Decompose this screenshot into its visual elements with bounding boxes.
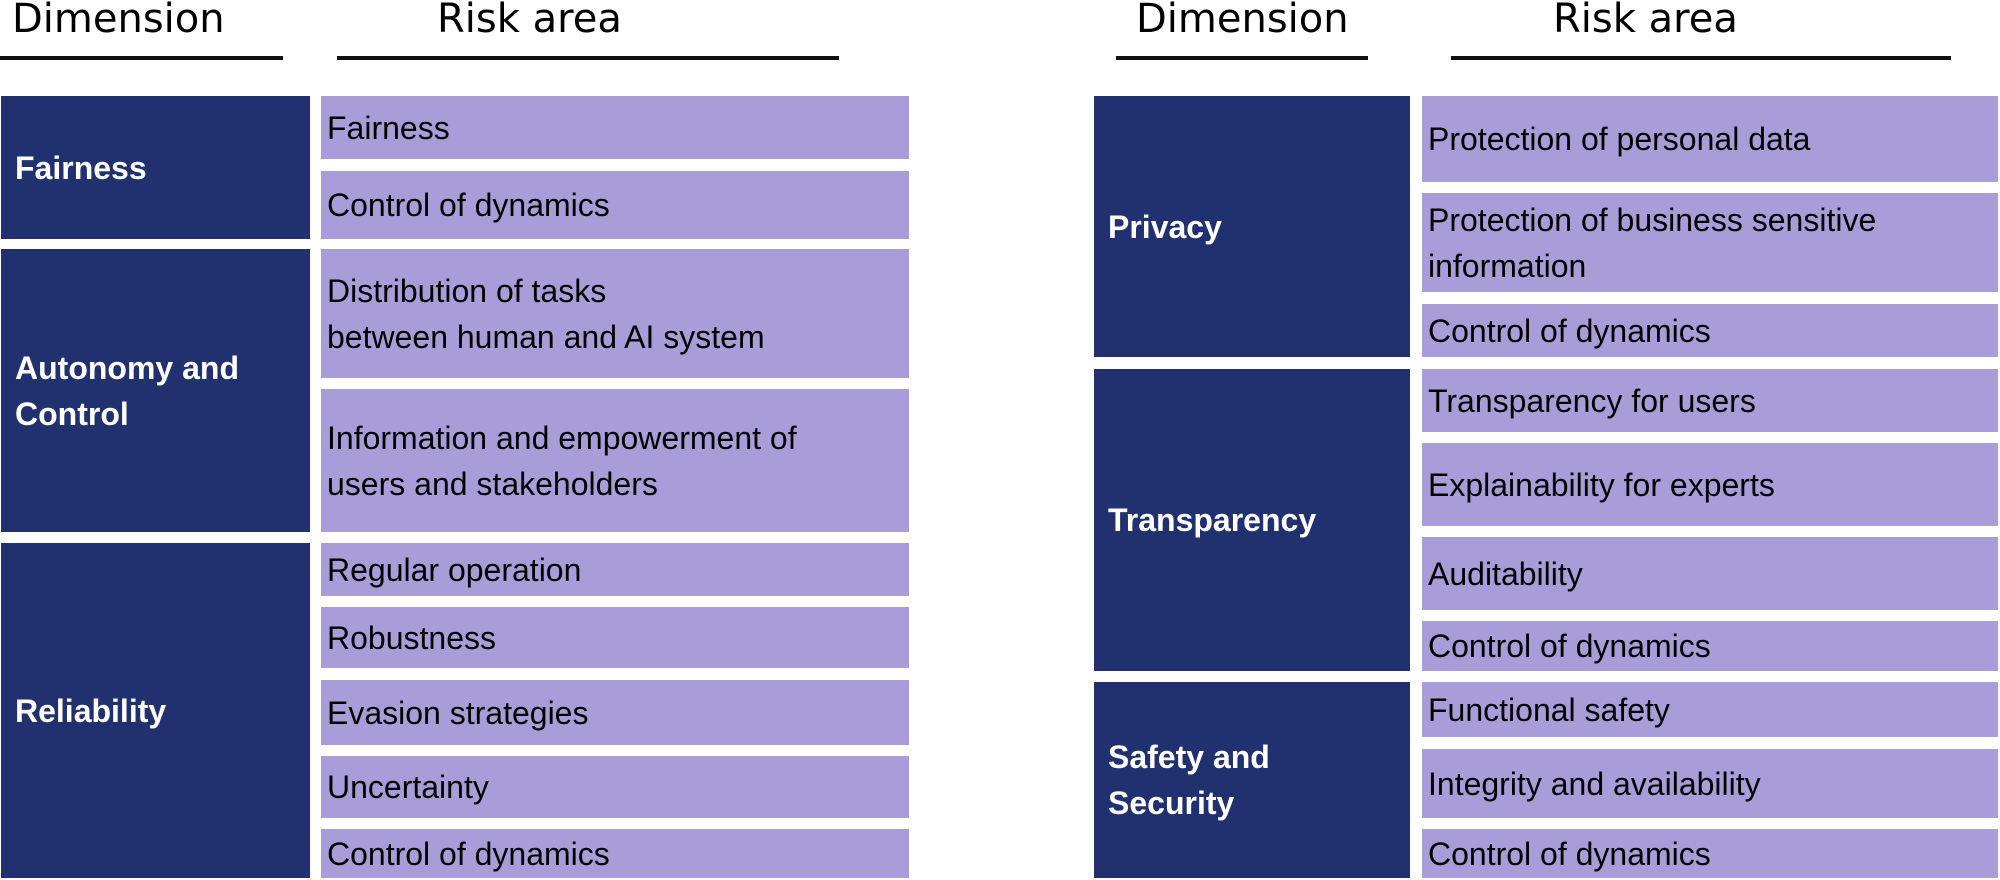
left-risk-rule	[337, 56, 839, 60]
risk-area-label: Integrity and availability	[1428, 765, 1761, 802]
risk-area-cell: Control of dynamics	[321, 171, 909, 239]
risk-area-label: Information and empowerment of users and…	[327, 419, 797, 502]
risk-area-label: Uncertainty	[327, 769, 489, 805]
risk-area-label: Explainability for experts	[1428, 466, 1775, 503]
risk-area-cell: Fairness	[321, 96, 909, 159]
risk-area-cell: Robustness	[321, 607, 909, 668]
dimension-cell: Privacy	[1094, 96, 1410, 357]
risk-area-label: Evasion strategies	[327, 694, 589, 731]
risk-area-label: Control of dynamics	[1428, 312, 1711, 349]
risk-area-label: Transparency for users	[1428, 382, 1756, 419]
risk-area-cell: Uncertainty	[321, 756, 909, 818]
risk-area-cell: Explainability for experts	[1422, 443, 1998, 526]
risk-area-label: Distribution of tasks between human and …	[327, 272, 765, 355]
risk-area-cell: Transparency for users	[1422, 369, 1998, 432]
risk-area-label: Control of dynamics	[1428, 628, 1711, 664]
risk-area-label: Protection of personal data	[1428, 121, 1811, 157]
risk-area-cell: Auditability	[1422, 537, 1998, 610]
right-risk-header: Risk area	[1553, 0, 1738, 42]
risk-area-label: Protection of business sensitive informa…	[1428, 201, 1877, 284]
dimension-label: Fairness	[15, 149, 147, 186]
risk-area-cell: Functional safety	[1422, 682, 1998, 737]
dimension-label: Safety and Security	[1108, 739, 1270, 821]
risk-area-cell: Protection of personal data	[1422, 96, 1998, 182]
dimension-label: Reliability	[15, 692, 167, 729]
dimension-cell: Transparency	[1094, 369, 1410, 671]
risk-area-label: Control of dynamics	[327, 835, 610, 872]
dimension-label: Privacy	[1108, 208, 1222, 245]
left-dimension-rule	[0, 56, 283, 60]
risk-area-label: Regular operation	[327, 551, 582, 588]
dimension-label: Transparency	[1108, 502, 1317, 538]
risk-area-cell: Control of dynamics	[1422, 621, 1998, 671]
risk-area-cell: Control of dynamics	[1422, 829, 1998, 878]
dimension-cell: Fairness	[1, 96, 310, 239]
risk-area-label: Control of dynamics	[1428, 835, 1711, 872]
left-dimension-header: Dimension	[12, 0, 225, 42]
right-dimension-header: Dimension	[1136, 0, 1349, 42]
risk-area-cell: Control of dynamics	[1422, 304, 1998, 357]
dimension-label: Autonomy and Control	[15, 349, 239, 432]
left-risk-header: Risk area	[437, 0, 622, 42]
risk-area-cell: Regular operation	[321, 543, 909, 596]
risk-area-label: Auditability	[1428, 555, 1583, 592]
risk-area-cell: Protection of business sensitive informa…	[1422, 193, 1998, 292]
dimension-cell: Autonomy and Control	[1, 249, 310, 532]
risk-area-cell: Control of dynamics	[321, 829, 909, 878]
risk-area-cell: Distribution of tasks between human and …	[321, 249, 909, 378]
risk-area-cell: Evasion strategies	[321, 680, 909, 745]
right-dimension-rule	[1116, 56, 1368, 60]
dimension-cell: Safety and Security	[1094, 682, 1410, 878]
right-risk-rule	[1451, 56, 1951, 60]
risk-area-label: Functional safety	[1428, 691, 1670, 728]
risk-area-label: Robustness	[327, 619, 496, 656]
risk-area-cell: Integrity and availability	[1422, 749, 1998, 818]
dimension-cell: Reliability	[1, 543, 310, 878]
risk-area-label: Fairness	[327, 109, 450, 146]
risk-area-cell: Information and empowerment of users and…	[321, 389, 909, 532]
risk-area-label: Control of dynamics	[327, 187, 610, 223]
